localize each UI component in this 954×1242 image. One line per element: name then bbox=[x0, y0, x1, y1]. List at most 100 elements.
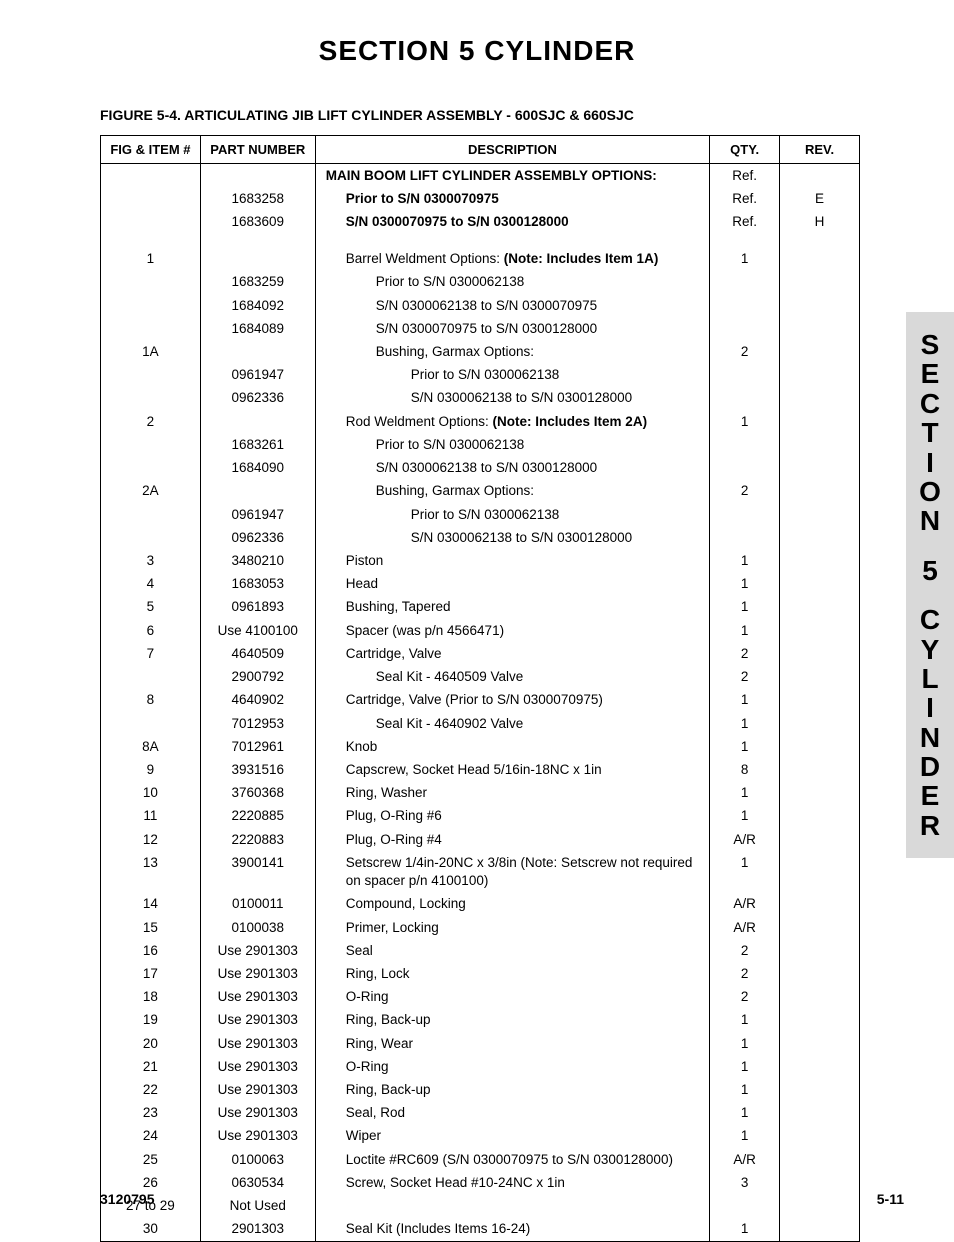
cell-qty bbox=[710, 526, 780, 549]
cell-rev bbox=[780, 596, 860, 619]
cell-desc: Barrel Weldment Options: (Note: Includes… bbox=[315, 248, 709, 271]
cell-fig: 23 bbox=[101, 1102, 201, 1125]
cell-fig: 25 bbox=[101, 1148, 201, 1171]
cell-part bbox=[200, 480, 315, 503]
cell-fig: 19 bbox=[101, 1009, 201, 1032]
cell-fig: 2A bbox=[101, 480, 201, 503]
cell-qty bbox=[710, 503, 780, 526]
cell-rev bbox=[780, 387, 860, 410]
cell-qty: 1 bbox=[710, 248, 780, 271]
cell-fig: 10 bbox=[101, 782, 201, 805]
figure-title: FIGURE 5-4. ARTICULATING JIB LIFT CYLIND… bbox=[100, 107, 954, 123]
cell-desc: O-Ring bbox=[315, 986, 709, 1009]
cell-rev bbox=[780, 248, 860, 271]
cell-desc: Seal, Rod bbox=[315, 1102, 709, 1125]
table-row: 41683053Head1 bbox=[101, 573, 860, 596]
table-row: 8A7012961Knob1 bbox=[101, 735, 860, 758]
cell-rev bbox=[780, 526, 860, 549]
table-row: 103760368Ring, Washer1 bbox=[101, 782, 860, 805]
cell-part: Use 2901303 bbox=[200, 1102, 315, 1125]
cell-desc: S/N 0300062138 to S/N 0300128000 bbox=[315, 457, 709, 480]
cell-fig: 5 bbox=[101, 596, 201, 619]
cell-qty: 1 bbox=[710, 782, 780, 805]
cell-rev bbox=[780, 828, 860, 851]
cell-part: 4640509 bbox=[200, 642, 315, 665]
cell-qty: 1 bbox=[710, 851, 780, 892]
table-row: 1ABushing, Garmax Options:2 bbox=[101, 341, 860, 364]
cell-qty: 1 bbox=[710, 550, 780, 573]
cell-part: 1683258 bbox=[200, 187, 315, 210]
cell-fig: 21 bbox=[101, 1055, 201, 1078]
cell-desc: Ring, Back-up bbox=[315, 1009, 709, 1032]
cell-desc: Prior to S/N 0300062138 bbox=[315, 503, 709, 526]
cell-desc: S/N 0300070975 to S/N 0300128000 bbox=[315, 210, 709, 233]
table-row: 33480210Piston1 bbox=[101, 550, 860, 573]
cell-desc: Ring, Wear bbox=[315, 1032, 709, 1055]
cell-desc: Bushing, Garmax Options: bbox=[315, 480, 709, 503]
cell-rev bbox=[780, 457, 860, 480]
cell-desc: Capscrew, Socket Head 5/16in-18NC x 1in bbox=[315, 758, 709, 781]
cell-rev bbox=[780, 294, 860, 317]
page-title: SECTION 5 CYLINDER bbox=[0, 0, 954, 67]
cell-qty: 2 bbox=[710, 341, 780, 364]
cell-qty: 2 bbox=[710, 642, 780, 665]
table-row: 24Use 2901303Wiper1 bbox=[101, 1125, 860, 1148]
cell-fig: 8A bbox=[101, 735, 201, 758]
cell-qty bbox=[710, 271, 780, 294]
header-desc: DESCRIPTION bbox=[315, 136, 709, 164]
cell-part: 1684090 bbox=[200, 457, 315, 480]
cell-desc: Plug, O-Ring #6 bbox=[315, 805, 709, 828]
cell-desc: S/N 0300062138 to S/N 0300070975 bbox=[315, 294, 709, 317]
cell-part: 0962336 bbox=[200, 526, 315, 549]
cell-part: 1684092 bbox=[200, 294, 315, 317]
cell-qty: Ref. bbox=[710, 164, 780, 188]
cell-qty: 1 bbox=[710, 712, 780, 735]
cell-fig: 18 bbox=[101, 986, 201, 1009]
cell-qty: A/R bbox=[710, 1148, 780, 1171]
cell-rev bbox=[780, 619, 860, 642]
cell-qty: 8 bbox=[710, 758, 780, 781]
cell-fig: 1A bbox=[101, 341, 201, 364]
table-row: 50961893Bushing, Tapered1 bbox=[101, 596, 860, 619]
table-row: 93931516Capscrew, Socket Head 5/16in-18N… bbox=[101, 758, 860, 781]
cell-desc: Head bbox=[315, 573, 709, 596]
cell-desc: Plug, O-Ring #4 bbox=[315, 828, 709, 851]
table-row: 1683261Prior to S/N 0300062138 bbox=[101, 433, 860, 456]
cell-desc: Ring, Washer bbox=[315, 782, 709, 805]
table-row: 0961947Prior to S/N 0300062138 bbox=[101, 503, 860, 526]
cell-part: 0961893 bbox=[200, 596, 315, 619]
cell-qty: 1 bbox=[710, 735, 780, 758]
cell-rev bbox=[780, 1148, 860, 1171]
cell-qty bbox=[710, 457, 780, 480]
cell-qty: 1 bbox=[710, 619, 780, 642]
cell-part: Use 2901303 bbox=[200, 986, 315, 1009]
cell-part: 3900141 bbox=[200, 851, 315, 892]
cell-fig bbox=[101, 712, 201, 735]
cell-rev bbox=[780, 1055, 860, 1078]
cell-fig: 17 bbox=[101, 962, 201, 985]
cell-qty: 1 bbox=[710, 1032, 780, 1055]
cell-rev bbox=[780, 986, 860, 1009]
cell-rev bbox=[780, 1032, 860, 1055]
cell-part: Use 4100100 bbox=[200, 619, 315, 642]
cell-desc: Cartridge, Valve bbox=[315, 642, 709, 665]
cell-desc: Rod Weldment Options: (Note: Includes It… bbox=[315, 410, 709, 433]
cell-fig bbox=[101, 294, 201, 317]
cell-desc: S/N 0300070975 to S/N 0300128000 bbox=[315, 317, 709, 340]
table-row: 112220885Plug, O-Ring #61 bbox=[101, 805, 860, 828]
cell-desc: Knob bbox=[315, 735, 709, 758]
cell-rev bbox=[780, 712, 860, 735]
cell-qty: 1 bbox=[710, 689, 780, 712]
header-qty: QTY. bbox=[710, 136, 780, 164]
cell-fig: 12 bbox=[101, 828, 201, 851]
cell-part: 2220885 bbox=[200, 805, 315, 828]
cell-part: 2220883 bbox=[200, 828, 315, 851]
table-row: 0961947Prior to S/N 0300062138 bbox=[101, 364, 860, 387]
table-row: 0962336S/N 0300062138 to S/N 0300128000 bbox=[101, 387, 860, 410]
table-header-row: FIG & ITEM # PART NUMBER DESCRIPTION QTY… bbox=[101, 136, 860, 164]
cell-desc: Ring, Lock bbox=[315, 962, 709, 985]
cell-part: Use 2901303 bbox=[200, 1055, 315, 1078]
table-row: 1683259Prior to S/N 0300062138 bbox=[101, 271, 860, 294]
cell-rev bbox=[780, 805, 860, 828]
cell-fig bbox=[101, 164, 201, 188]
